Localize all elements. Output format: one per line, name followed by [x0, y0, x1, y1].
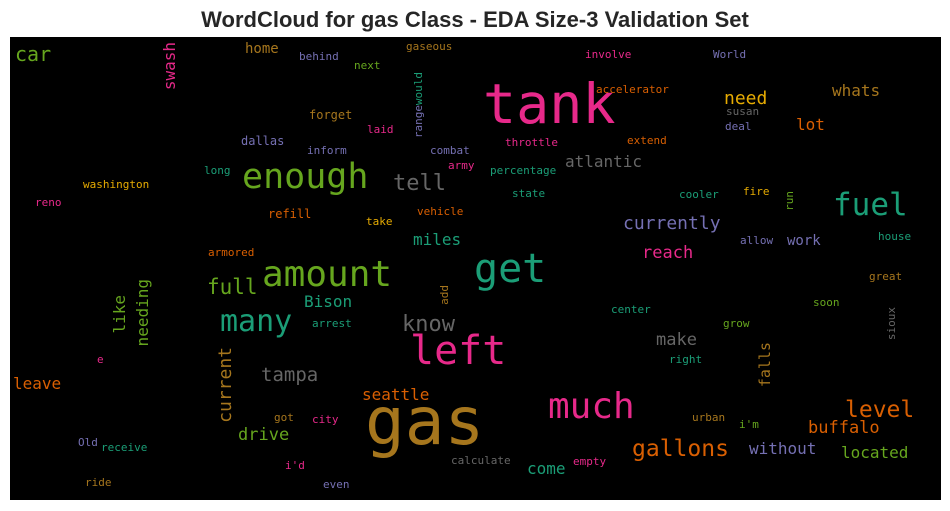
word-gaseous: gaseous [406, 40, 453, 53]
word-old: Old [78, 436, 98, 449]
word-reno: reno [35, 196, 62, 209]
word-reach: reach [642, 243, 694, 263]
word-right: right [669, 353, 703, 366]
word-need: need [724, 88, 768, 109]
word-run: run [783, 191, 796, 211]
word-would: would [412, 72, 425, 106]
word-home: home [245, 41, 279, 57]
word-atlantic: atlantic [565, 152, 643, 171]
word-leave: leave [13, 374, 62, 393]
word-world: World [713, 48, 747, 61]
word-whats: whats [832, 81, 881, 100]
word-work: work [787, 233, 821, 249]
word-tell: tell [393, 171, 446, 196]
word-center: center [611, 303, 651, 316]
word-take: take [366, 215, 393, 228]
word-falls: falls [756, 342, 774, 388]
word-drive: drive [238, 425, 290, 445]
word-enough: enough [242, 157, 369, 197]
word-much: much [548, 386, 635, 427]
word-without: without [749, 439, 817, 458]
word-miles: miles [413, 230, 462, 249]
word-city: city [312, 413, 339, 426]
word-gas: gas [365, 383, 485, 460]
word-add: add [438, 285, 451, 305]
word-buffalo: buffalo [808, 418, 880, 438]
word-needing: needing [133, 279, 152, 347]
word-state: state [512, 187, 546, 200]
word-many: many [220, 304, 293, 339]
word-full: full [207, 275, 258, 299]
word-e: e [97, 353, 104, 366]
word-even: even [323, 478, 350, 491]
word-empty: empty [573, 455, 607, 468]
word-vehicle: vehicle [417, 205, 464, 218]
word-i-m: i'm [739, 418, 759, 431]
word-cloud-canvas: gas tank left amount get much enough fuel many le… [10, 37, 941, 500]
word-dallas: dallas [241, 134, 285, 148]
word-gallons: gallons [632, 436, 729, 462]
word-tampa: tampa [261, 364, 319, 386]
word-fuel: fuel [833, 187, 908, 223]
word-involve: involve [585, 48, 632, 61]
word-lot: lot [796, 115, 825, 134]
word-throttle: throttle [505, 136, 558, 149]
word-extend: extend [627, 134, 667, 147]
word-sioux: sioux [885, 307, 898, 341]
word-range: range [412, 105, 425, 139]
word-like: like [110, 295, 129, 334]
word-refill: refill [268, 207, 312, 221]
word-arrest: arrest [312, 317, 352, 330]
word-house: house [878, 230, 912, 243]
word-level: level [845, 397, 915, 423]
word-susan: susan [726, 105, 760, 118]
word-next: next [354, 59, 381, 72]
word-come: come [527, 459, 566, 478]
chart-title: WordCloud for gas Class - EDA Size-3 Val… [201, 7, 749, 32]
word-tank: tank [483, 72, 616, 136]
word-allow: allow [740, 234, 774, 247]
word-fire: fire [743, 185, 770, 198]
word-laid: laid [367, 123, 394, 136]
word-get: get [474, 246, 547, 292]
word-calculate: calculate [451, 454, 511, 467]
word-soon: soon [813, 296, 840, 309]
word-long: long [204, 164, 231, 177]
word-currently: currently [623, 213, 721, 234]
word-ride: ride [85, 476, 112, 489]
word-car: car [15, 42, 52, 66]
word-located: located [841, 443, 909, 462]
word-left: left [410, 328, 507, 374]
word-armored: armored [208, 246, 255, 259]
word-percentage: percentage [490, 164, 557, 177]
word-inform: inform [307, 144, 347, 157]
word-bison: Bison [304, 292, 353, 311]
word-great: great [869, 270, 903, 283]
word-swash: swash [160, 42, 179, 91]
word-washington: washington [83, 178, 150, 191]
word-grow: grow [723, 317, 750, 330]
word-urban: urban [692, 411, 726, 424]
word-seattle: seattle [362, 385, 430, 404]
word-forget: forget [309, 108, 353, 122]
word-got: got [274, 411, 294, 424]
word-cooler: cooler [679, 188, 719, 201]
word-army: army [448, 159, 475, 172]
word-behind: behind [299, 50, 339, 63]
word-amount: amount [262, 254, 393, 295]
word-i-d: i'd [285, 459, 305, 472]
word-combat: combat [430, 144, 470, 157]
word-current: current [215, 347, 236, 423]
word-make: make [656, 330, 697, 350]
word-know: know [402, 312, 455, 337]
word-deal: deal [725, 120, 752, 133]
word-receive: receive [101, 441, 148, 454]
word-accelerator: accelerator [596, 83, 669, 96]
